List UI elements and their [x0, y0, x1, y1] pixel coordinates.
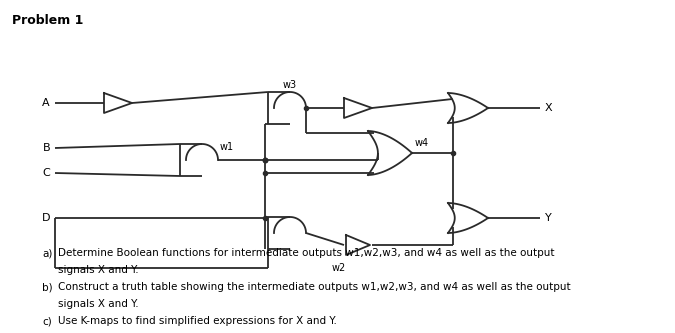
Text: X: X — [545, 103, 553, 113]
Text: signals X and Y.: signals X and Y. — [58, 265, 138, 275]
Text: w3: w3 — [283, 80, 297, 90]
Text: Construct a truth table showing the intermediate outputs w1,w2,w3, and w4 as wel: Construct a truth table showing the inte… — [58, 282, 570, 292]
Text: b): b) — [42, 282, 53, 292]
Text: Y: Y — [545, 213, 551, 223]
Text: w2: w2 — [332, 263, 346, 273]
Text: Determine Boolean functions for intermediate outputs w1,w2,w3, and w4 as well as: Determine Boolean functions for intermed… — [58, 248, 554, 258]
Text: signals X and Y.: signals X and Y. — [58, 299, 138, 309]
Text: B: B — [43, 143, 50, 153]
Text: c): c) — [42, 316, 52, 326]
Text: w4: w4 — [415, 138, 429, 148]
Text: a): a) — [42, 248, 53, 258]
Text: D: D — [41, 213, 50, 223]
Text: A: A — [43, 98, 50, 108]
Text: w1: w1 — [220, 142, 234, 152]
Text: C: C — [43, 168, 50, 178]
Text: Use K-maps to find simplified expressions for X and Y.: Use K-maps to find simplified expression… — [58, 316, 337, 326]
Text: Problem 1: Problem 1 — [12, 14, 84, 27]
